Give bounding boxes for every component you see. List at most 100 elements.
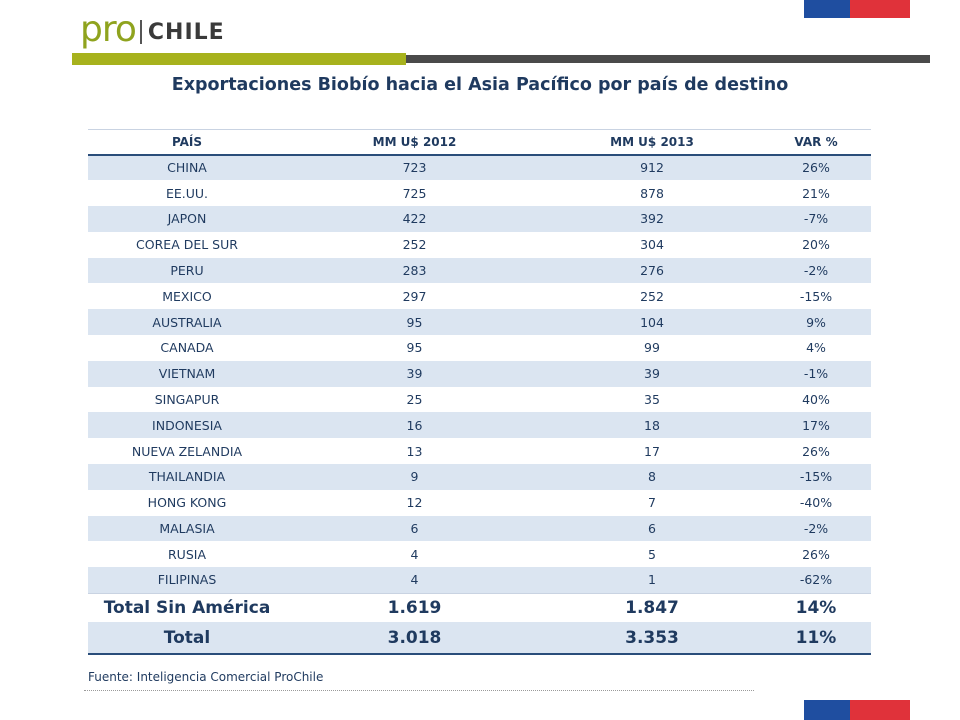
cell-2013: 17 — [644, 443, 660, 459]
cell-var: 40% — [802, 392, 830, 408]
table-row: AUSTRALIA 95 104 9% — [88, 309, 871, 336]
total-2012: 1.619 — [387, 597, 442, 618]
cell-2012: 6 — [410, 521, 419, 537]
cell-var: -15% — [799, 288, 833, 304]
cell-2013: 878 — [640, 185, 664, 201]
cell-country: HONG KONG — [147, 495, 227, 511]
cell-2012: 723 — [402, 160, 427, 176]
cell-country: RUSIA — [167, 546, 206, 562]
cell-2012: 297 — [402, 288, 427, 304]
cell-2013: 1 — [648, 572, 656, 588]
cell-2013: 18 — [644, 417, 660, 433]
table-row: CANADA 95 99 4% — [88, 335, 871, 361]
cell-country: COREA DEL SUR — [136, 237, 238, 253]
source-note: Fuente: Inteligencia Comercial ProChile — [88, 670, 324, 684]
cell-var: 21% — [802, 185, 830, 201]
table-row: HONG KONG 12 7 -40% — [88, 490, 871, 516]
slide-title: Exportaciones Biobío hacia el Asia Pacíf… — [171, 75, 789, 95]
table-row: VIETNAM 39 39 -1% — [88, 360, 871, 387]
header-rule-gray — [406, 55, 930, 63]
cell-2012: 25 — [406, 392, 423, 408]
cell-2012: 12 — [406, 495, 423, 511]
cell-2012: 725 — [402, 185, 427, 201]
cell-var: -40% — [799, 495, 833, 511]
flag-block-red-bottom — [850, 700, 910, 720]
cell-country: MEXICO — [162, 288, 212, 304]
total-label: Total — [163, 627, 211, 648]
table-row: RUSIA 4 5 26% — [88, 541, 871, 567]
cell-country: INDONESIA — [152, 417, 222, 433]
cell-2013: 104 — [640, 314, 664, 330]
cell-country: NUEVA ZELANDIA — [131, 443, 243, 459]
cell-var: -2% — [803, 521, 829, 537]
table-row: CHINA 723 912 26% — [88, 154, 871, 181]
cell-2013: 39 — [644, 366, 660, 382]
cell-var: -62% — [799, 572, 833, 588]
exports-table: PAÍS MM U$ 2012 MM U$ 2013 VAR % CHINA 72… — [88, 129, 871, 655]
prochile-logo: pro CHILE — [80, 8, 225, 48]
total-2013: 3.353 — [625, 627, 679, 648]
cell-2013: 35 — [644, 392, 660, 408]
cell-var: -7% — [803, 211, 829, 227]
cell-2012: 13 — [406, 443, 423, 459]
table-row: INDONESIA 16 18 17% — [88, 412, 871, 439]
cell-2013: 5 — [648, 546, 656, 562]
cell-country: SINGAPUR — [154, 392, 220, 408]
cell-country: JAPON — [167, 211, 207, 227]
cell-2012: 39 — [406, 366, 423, 382]
table-row: THAILANDIA 9 8 -15% — [88, 464, 871, 490]
cell-2012: 4 — [410, 546, 419, 562]
header-var: VAR % — [794, 134, 838, 149]
cell-2012: 95 — [406, 340, 423, 356]
cell-2013: 912 — [640, 160, 664, 176]
cell-2013: 392 — [640, 211, 664, 227]
cell-2012: 95 — [406, 314, 423, 330]
table-row: PERU 283 276 -2% — [88, 257, 871, 284]
flag-block-blue-bottom — [804, 700, 850, 720]
cell-country: CANADA — [160, 340, 214, 356]
cell-2013: 8 — [648, 469, 656, 485]
total-2013: 1.847 — [625, 597, 679, 618]
cell-2012: 283 — [402, 263, 427, 279]
cell-var: 20% — [802, 237, 830, 253]
cell-var: 4% — [806, 340, 826, 356]
total-var: 14% — [795, 597, 837, 618]
cell-2013: 252 — [640, 288, 664, 304]
table-row: SINGAPUR 25 35 40% — [88, 387, 871, 413]
table-row: MEXICO 297 252 -15% — [88, 283, 871, 309]
cell-country: EE.UU. — [165, 185, 209, 201]
header-2013: MM U$ 2013 — [610, 134, 694, 149]
cell-var: 26% — [802, 546, 830, 562]
cell-2013: 304 — [640, 237, 664, 253]
cell-2013: 276 — [640, 263, 664, 279]
logo-chile-text: CHILE — [147, 20, 225, 45]
cell-2012: 422 — [402, 211, 427, 227]
cell-country: CHINA — [167, 160, 207, 176]
cell-2013: 6 — [648, 521, 656, 537]
cell-var: -15% — [799, 469, 833, 485]
cell-country: FILIPINAS — [157, 572, 217, 588]
cell-2012: 4 — [410, 572, 419, 588]
table-header-row: PAÍS MM U$ 2012 MM U$ 2013 VAR % — [88, 129, 871, 155]
cell-var: -2% — [803, 263, 829, 279]
cell-country: VIETNAM — [158, 366, 216, 382]
table-row: NUEVA ZELANDIA 13 17 26% — [88, 438, 871, 464]
header-2012: MM U$ 2012 — [372, 134, 457, 149]
logo-pro-text: pro — [80, 9, 137, 50]
cell-2013: 99 — [644, 340, 660, 356]
total-row: Total 3.018 3.353 11% — [88, 622, 871, 655]
table-row: MALASIA 6 6 -2% — [88, 515, 871, 542]
cell-var: 26% — [802, 160, 830, 176]
cell-country: AUSTRALIA — [152, 314, 222, 330]
cell-country: PERU — [170, 263, 204, 279]
cell-var: -1% — [803, 366, 829, 382]
cell-2012: 9 — [410, 469, 419, 485]
cell-country: MALASIA — [159, 521, 215, 537]
cell-2012: 16 — [406, 417, 423, 433]
total-label: Total Sin América — [103, 597, 271, 618]
header-country: PAÍS — [171, 134, 203, 149]
cell-2012: 252 — [402, 237, 427, 253]
cell-2013: 7 — [648, 495, 656, 511]
dotted-divider — [84, 690, 754, 691]
table-row: COREA DEL SUR 252 304 20% — [88, 232, 871, 258]
